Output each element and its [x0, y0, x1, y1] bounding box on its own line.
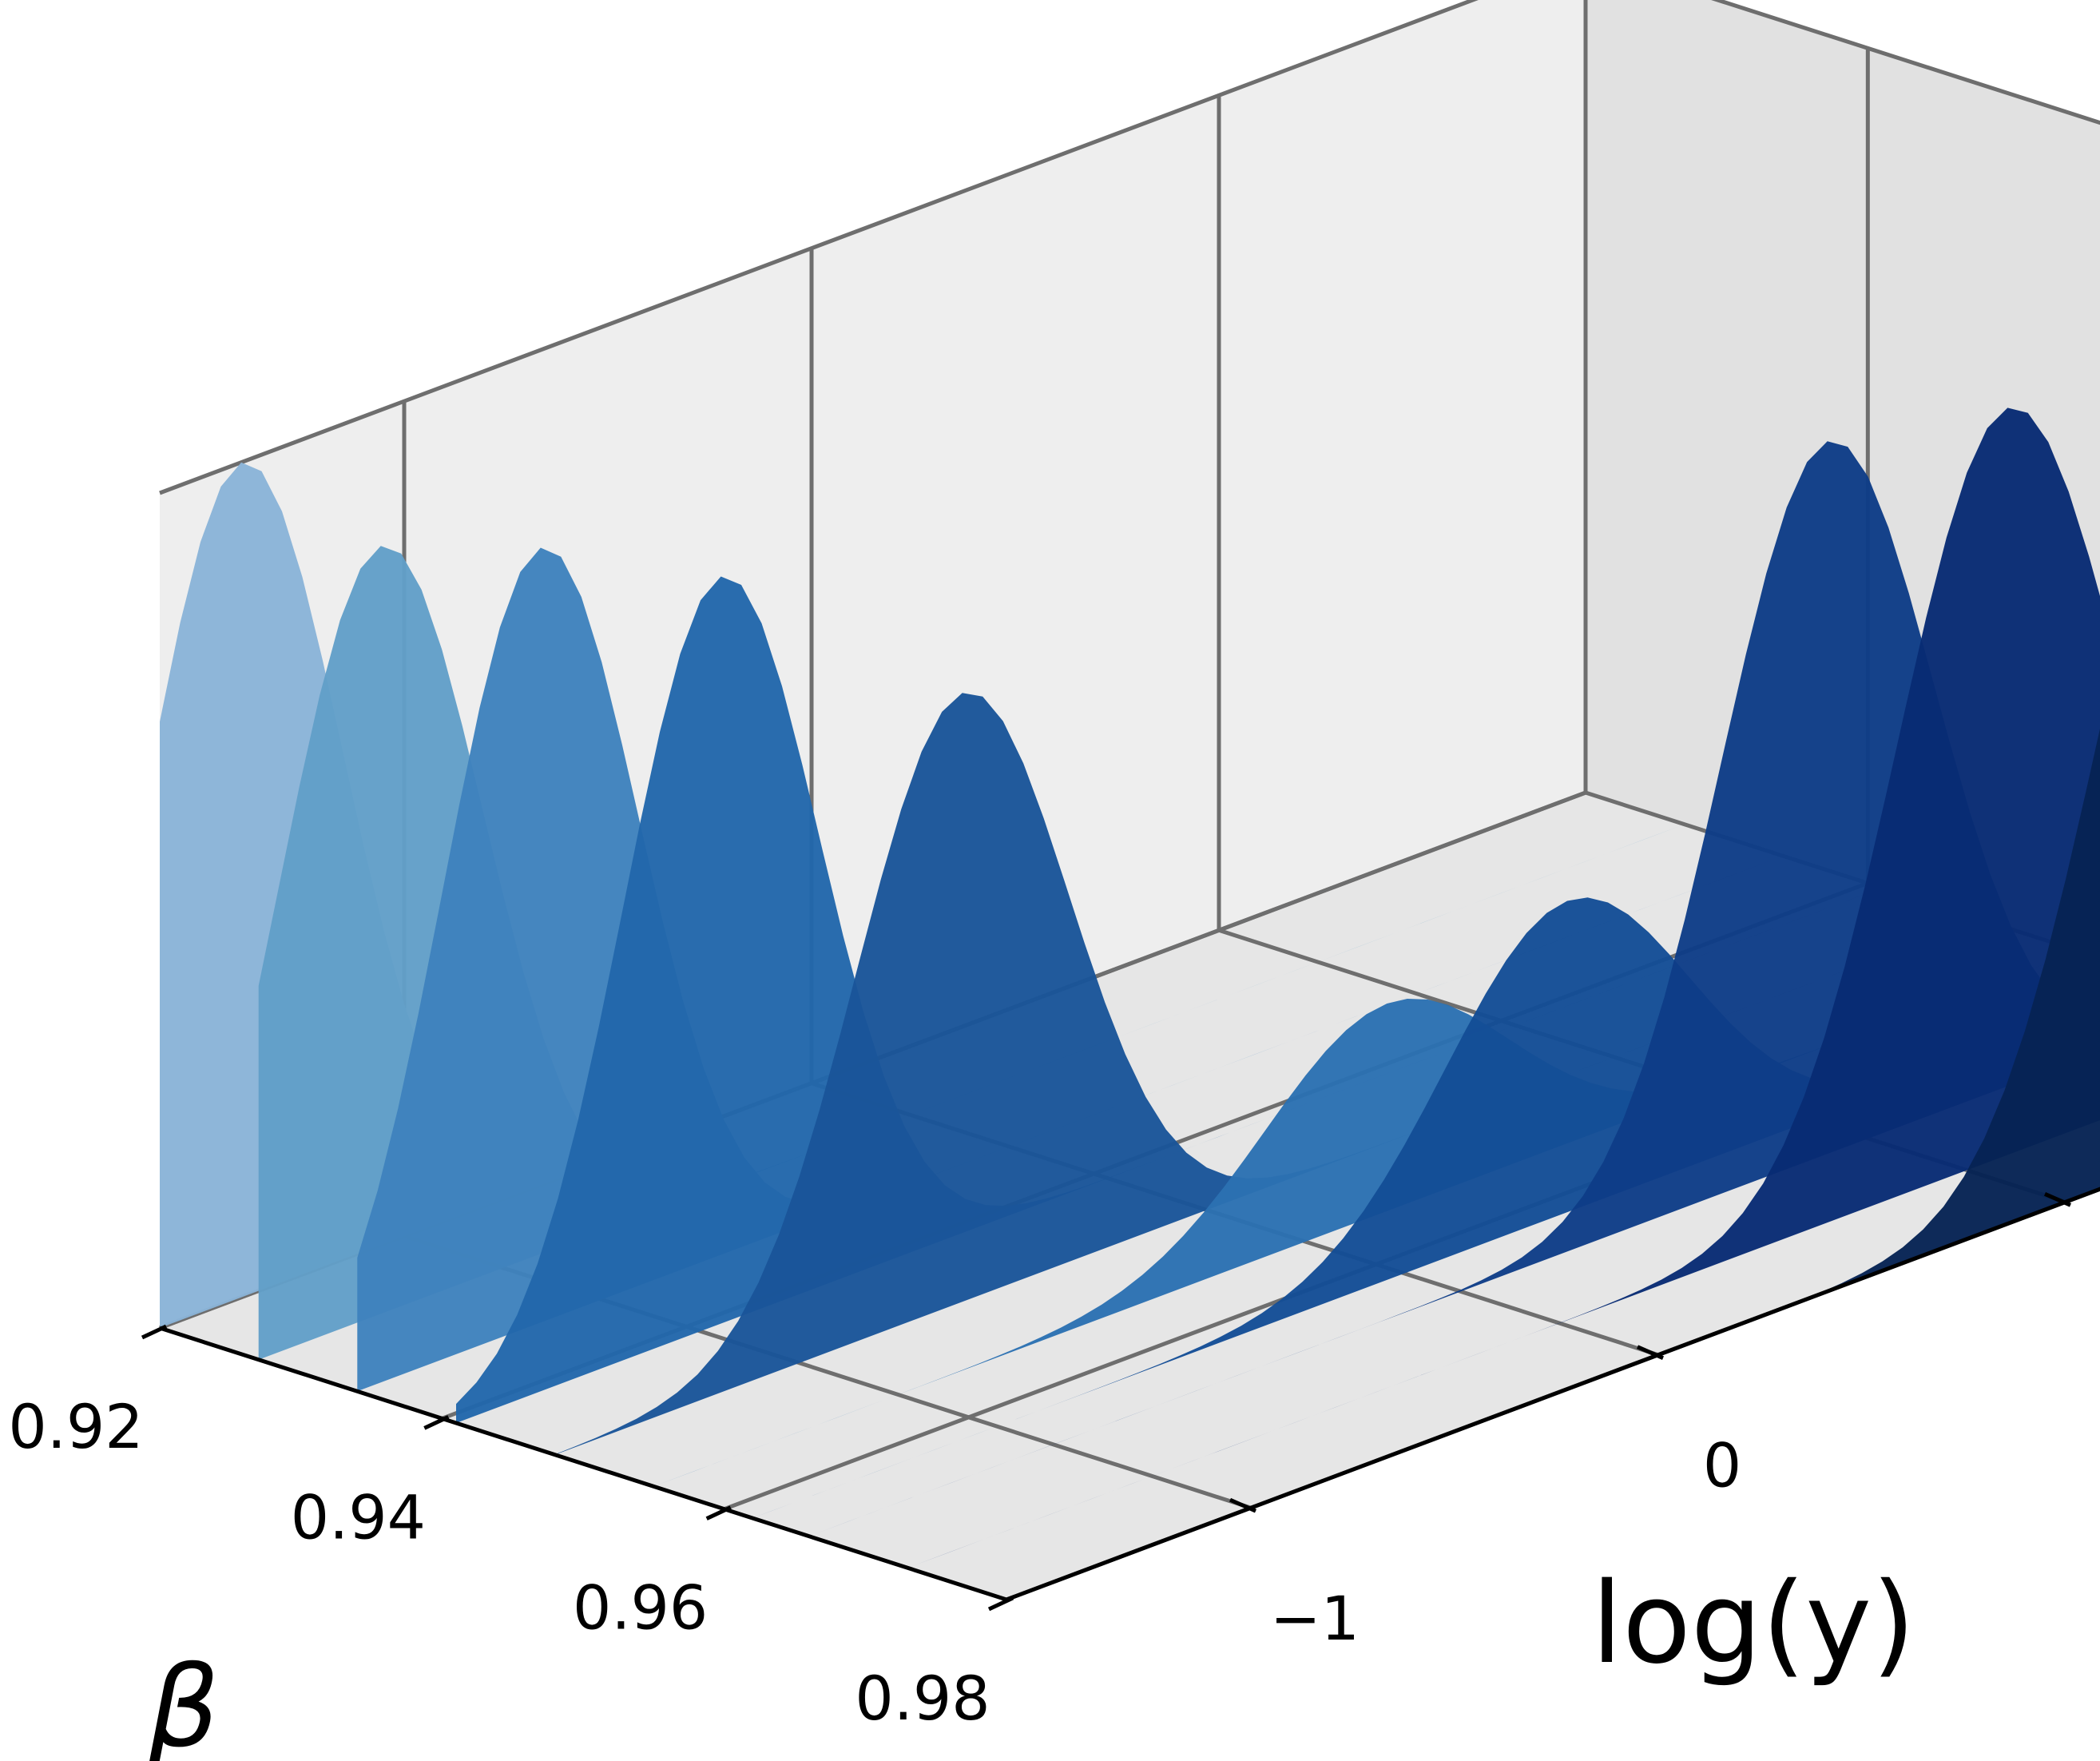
series-ridge-9	[907, 407, 2100, 1568]
series-ridge-5	[554, 693, 1981, 1455]
beta-tick-mark	[141, 1324, 168, 1340]
logy-tick-mark	[1636, 1345, 1665, 1361]
beta-tick-mark	[705, 1505, 732, 1521]
axis-lines	[141, 1187, 2100, 1612]
x-axis-title: β	[147, 1643, 219, 1761]
logy-tick-mark	[2043, 1191, 2072, 1207]
beta-tick-mark	[423, 1415, 450, 1430]
right-pane-top-edge	[1711, 0, 2100, 125]
left-pane-top-edge	[159, 0, 1479, 495]
beta-tick-label: 0.98	[855, 1663, 990, 1734]
beta-tick-label: 0.92	[8, 1391, 143, 1462]
series-ridge-8	[808, 441, 2100, 1536]
beta-tick-label: 0.96	[573, 1572, 708, 1644]
logy-tick-label: −1	[1270, 1583, 1360, 1654]
y-axis-title: log(y)	[1591, 1559, 1915, 1689]
logy-axis-line	[1006, 1187, 2100, 1602]
logy-tick-label: 0	[1703, 1430, 1741, 1501]
beta-tick-label: 0.94	[291, 1481, 426, 1552]
beta-tick-mark	[987, 1596, 1014, 1612]
tick-labels: 0.920.940.960.98−1010.1207	[8, 1391, 1741, 1734]
series-group	[160, 407, 2100, 1600]
beta-axis-line	[159, 1326, 1007, 1602]
logy-tick-mark	[1229, 1497, 1257, 1513]
